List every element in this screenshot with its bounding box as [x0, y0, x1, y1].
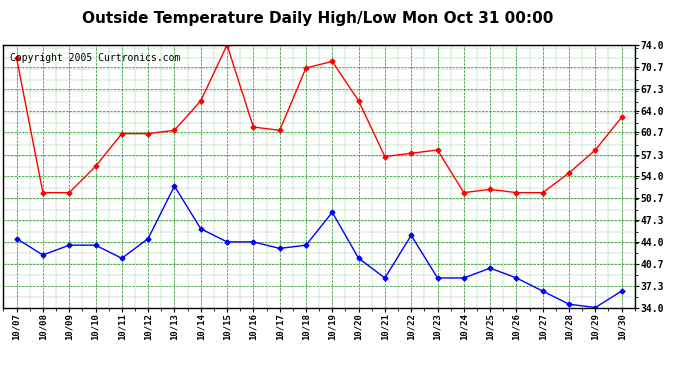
Text: Copyright 2005 Curtronics.com: Copyright 2005 Curtronics.com [10, 53, 180, 63]
Text: Outside Temperature Daily High/Low Mon Oct 31 00:00: Outside Temperature Daily High/Low Mon O… [81, 11, 553, 26]
